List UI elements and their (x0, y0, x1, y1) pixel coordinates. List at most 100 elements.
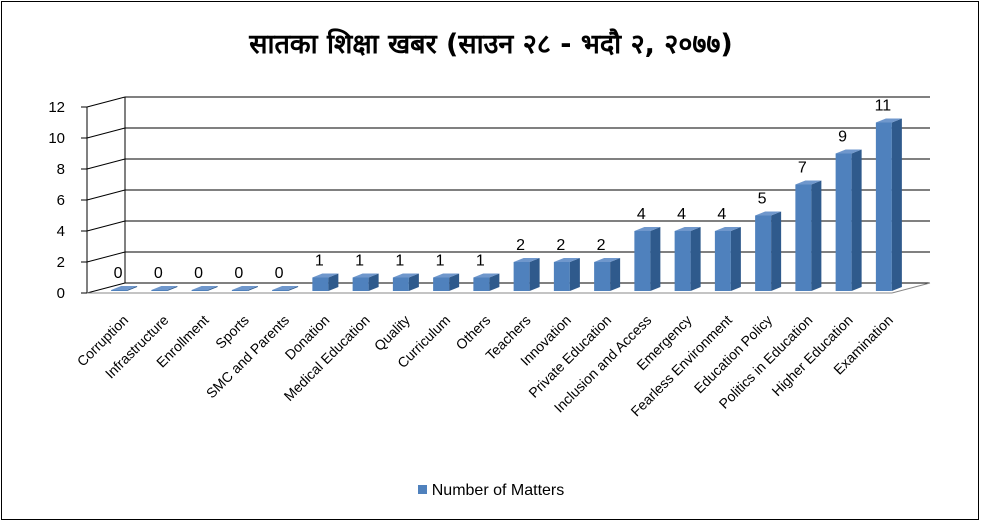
bar-front (231, 290, 248, 291)
bar (191, 286, 218, 291)
bar-top (312, 273, 339, 278)
bar-top (674, 227, 701, 231)
bar-front (553, 262, 570, 291)
gridline-depth (86, 158, 126, 170)
bar (151, 286, 178, 291)
bar-top (111, 286, 138, 290)
bar (392, 273, 419, 291)
data-label: 2 (516, 237, 525, 254)
bar-front (674, 231, 691, 291)
data-label: 11 (875, 98, 892, 115)
bar-side (368, 273, 379, 291)
data-label: 7 (798, 160, 807, 177)
bar-side (127, 286, 138, 291)
bar-top (473, 273, 500, 278)
bar (875, 118, 902, 291)
gridline-depth (86, 96, 126, 108)
bar-front (392, 277, 409, 291)
gridline-depth (86, 251, 126, 263)
bar-front (312, 277, 329, 291)
bar-front (835, 153, 852, 291)
bar-top (835, 149, 862, 154)
data-label: 0 (275, 265, 284, 282)
bar-side (328, 273, 339, 291)
bar (473, 273, 500, 291)
bars (111, 118, 902, 291)
data-label: 2 (597, 237, 606, 254)
data-label: 1 (315, 253, 324, 270)
bar-side (247, 286, 258, 291)
bar-side (569, 258, 580, 291)
bar-side (690, 227, 701, 291)
bar-top (755, 211, 782, 216)
bar (634, 227, 661, 291)
bar (594, 258, 621, 291)
bar-top (191, 286, 218, 290)
bar-front (795, 184, 812, 291)
bar-top (513, 258, 540, 262)
y-tick-label: 4 (57, 223, 65, 240)
bar-front (875, 122, 892, 291)
y-tick-label: 0 (57, 285, 65, 302)
gridline-depth (86, 189, 126, 201)
bar-front (272, 290, 289, 291)
bar (433, 273, 460, 291)
bar-front (513, 262, 530, 291)
bar-top (352, 273, 379, 278)
bar-side (489, 273, 500, 291)
bar (352, 273, 379, 291)
bar-top (433, 273, 460, 278)
bar (272, 286, 299, 291)
y-tick-label: 12 (48, 99, 65, 116)
bar (795, 180, 822, 291)
bar-front (191, 290, 208, 291)
bar-top (795, 180, 822, 185)
bar-front (111, 290, 128, 291)
bar-side (449, 273, 460, 291)
bar-side (529, 258, 540, 291)
bar (714, 227, 741, 291)
bar (231, 286, 258, 291)
bar-top (875, 118, 902, 123)
legend-swatch (417, 485, 427, 495)
legend: Number of Matters (0, 482, 982, 500)
data-label: 2 (556, 237, 565, 254)
bar (513, 258, 540, 291)
data-label: 4 (677, 206, 686, 223)
gridline-depth (86, 282, 126, 294)
y-tick-label: 8 (57, 161, 65, 178)
bar-top (594, 258, 621, 262)
bar-side (610, 258, 621, 291)
bar-side (811, 180, 822, 291)
data-label: 1 (355, 253, 364, 270)
bar-front (755, 215, 772, 291)
bar-top (392, 273, 419, 278)
bar-top (272, 286, 299, 290)
bar (674, 227, 701, 291)
bar-top (151, 286, 178, 290)
legend-label: Number of Matters (431, 482, 565, 499)
bar-top (231, 286, 258, 290)
y-tick-label: 6 (57, 192, 65, 209)
data-label: 5 (758, 191, 767, 208)
bar-side (891, 118, 902, 291)
bar-front (433, 277, 450, 291)
y-tick-label: 2 (57, 254, 65, 271)
bar-side (408, 273, 419, 291)
bar-top (553, 258, 580, 262)
bar-side (167, 286, 178, 291)
bar-front (594, 262, 611, 291)
bar-front (473, 277, 490, 291)
bar (111, 286, 138, 291)
bar-front (151, 290, 168, 291)
bar (312, 273, 339, 291)
bar-front (352, 277, 369, 291)
bar-side (650, 227, 661, 291)
bar-top (634, 227, 661, 231)
data-label: 1 (436, 253, 445, 270)
bar-front (634, 231, 651, 291)
floor-side-edge (891, 282, 931, 294)
bar (755, 211, 782, 291)
